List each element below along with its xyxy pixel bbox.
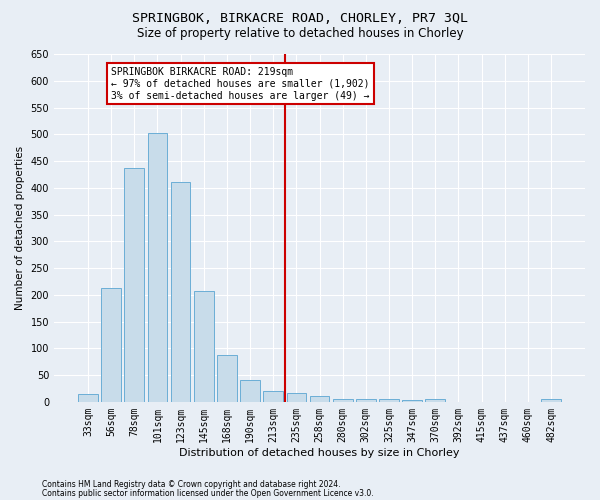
Text: Size of property relative to detached houses in Chorley: Size of property relative to detached ho… <box>137 28 463 40</box>
Bar <box>124 168 144 402</box>
Bar <box>356 399 376 402</box>
Text: Contains HM Land Registry data © Crown copyright and database right 2024.: Contains HM Land Registry data © Crown c… <box>42 480 341 489</box>
Bar <box>101 288 121 402</box>
Bar <box>240 380 260 402</box>
Text: Contains public sector information licensed under the Open Government Licence v3: Contains public sector information licen… <box>42 489 374 498</box>
Bar <box>78 394 98 402</box>
Bar <box>171 182 190 402</box>
Bar <box>333 399 353 402</box>
Bar <box>541 399 561 402</box>
Bar <box>310 396 329 402</box>
Text: SPRINGBOK, BIRKACRE ROAD, CHORLEY, PR7 3QL: SPRINGBOK, BIRKACRE ROAD, CHORLEY, PR7 3… <box>132 12 468 26</box>
Bar <box>194 291 214 402</box>
Text: SPRINGBOK BIRKACRE ROAD: 219sqm
← 97% of detached houses are smaller (1,902)
3% : SPRINGBOK BIRKACRE ROAD: 219sqm ← 97% of… <box>111 68 370 100</box>
Bar <box>217 356 237 402</box>
X-axis label: Distribution of detached houses by size in Chorley: Distribution of detached houses by size … <box>179 448 460 458</box>
Bar <box>425 399 445 402</box>
Bar <box>287 392 306 402</box>
Bar <box>263 391 283 402</box>
Y-axis label: Number of detached properties: Number of detached properties <box>15 146 25 310</box>
Bar <box>148 132 167 402</box>
Bar <box>402 400 422 402</box>
Bar <box>379 399 399 402</box>
